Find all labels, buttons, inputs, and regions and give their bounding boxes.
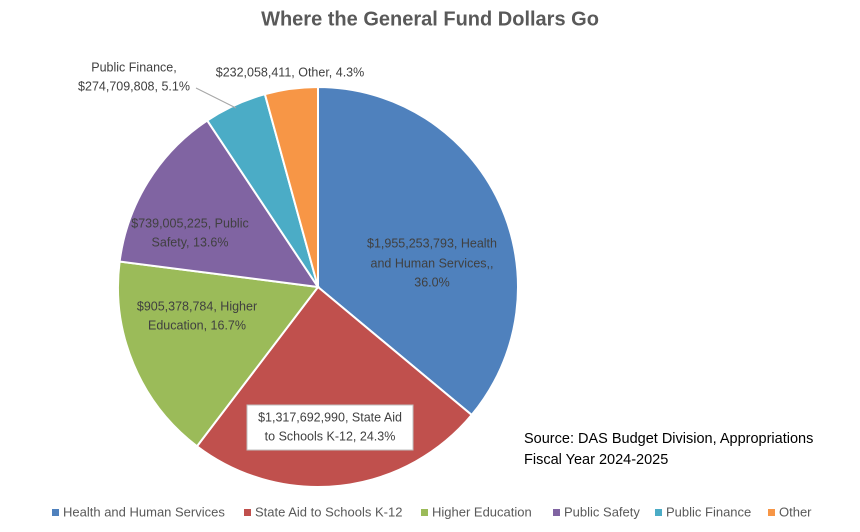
data-label: and Human Services,, [371,256,494,270]
annotation: Source: DAS Budget Division, Appropriati… [524,431,813,447]
legend-label: Higher Education [432,504,532,519]
legend-swatch [655,509,662,516]
data-label: $1,317,692,990, State Aid [258,410,402,424]
legend-label: Health and Human Services [63,504,225,519]
legend-swatch [244,509,251,516]
data-label: Public Finance, [91,60,176,74]
data-label: 36.0% [414,275,449,289]
data-label: to Schools K-12, 24.3% [265,429,396,443]
leader-line [195,87,237,109]
legend-swatch [768,509,775,516]
legend-swatch [553,509,560,516]
legend-swatch [52,509,59,516]
data-label: $274,709,808, 5.1% [78,79,190,93]
pie-slice [118,119,321,289]
data-label: Education, 16.7% [148,318,246,332]
data-label: Safety, 13.6% [152,235,229,249]
data-label: $232,058,411, Other, 4.3% [216,65,365,79]
data-label: $1,955,253,793, Health [367,236,497,250]
data-label: $905,378,784, Higher [137,299,257,313]
legend-label: State Aid to Schools K-12 [255,504,402,519]
chart-title: Where the General Fund Dollars Go [261,8,599,30]
legend-label: Public Safety [564,504,640,519]
pie-slice [263,85,319,288]
legend-swatch [421,509,428,516]
legend-label: Public Finance [666,504,751,519]
pie-slice [317,85,519,417]
legend-label: Other [779,504,812,519]
data-label: $739,005,225, Public [131,216,248,230]
label-box [246,404,414,451]
annotation: Fiscal Year 2024-2025 [524,452,668,468]
pie-slice [117,260,320,448]
